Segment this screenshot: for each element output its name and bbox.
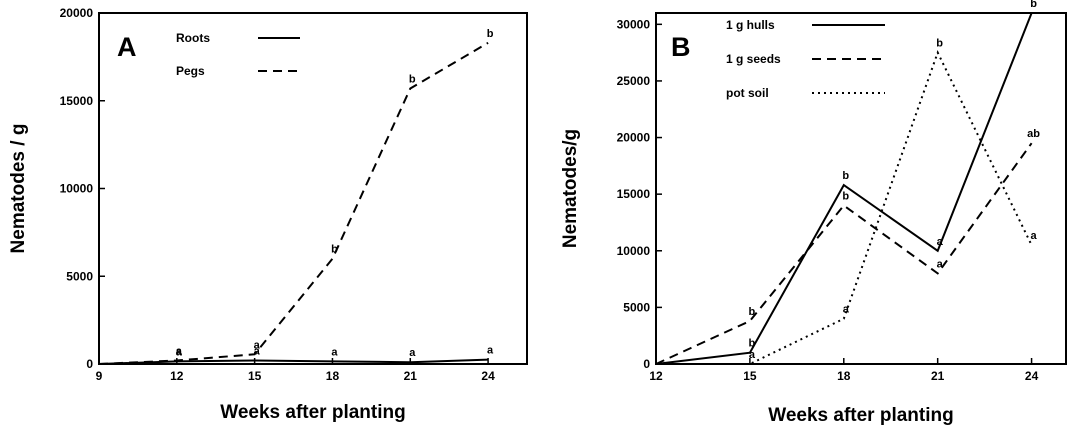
panel-b-y-tick-label: 25000 [617,74,651,88]
panel-b-chart: 12 15 18 21 24 0 5000 10000 15000 20000 25000 30000… [560,0,1067,426]
panel-b-series-1-g-hulls-legend-label: 1 g hulls [726,18,775,32]
panel-b-plot-frame [655,12,1067,365]
panel-a-series-roots-legend-label: Roots [176,31,210,45]
panel-a-y-tick-label: 0 [86,357,93,371]
panel-b-series-pot-soil-data-label: a [749,349,756,361]
panel-b-series-1-g-hulls-data-label: a [937,236,944,248]
panel-b-letter: B [671,32,691,62]
panel-a-chart: 9 12 15 18 21 24 0 5000 10000 15000 20000 Weeks aft… [8,6,528,423]
panel-b-x-tick-label: 15 [743,369,757,383]
panel-a-series-roots-data-label: a [487,345,494,357]
panel-a-x-axis-title: Weeks after planting [220,402,405,423]
panel-a-series-roots-data-label: a [254,345,261,357]
panel-b-y-tick-label: 30000 [617,17,651,31]
panel-b-x-tick-label: 18 [837,369,851,383]
panel-a-plot-frame [98,12,528,365]
panel-b-series-1-g-hulls-data-label: b [1030,0,1037,10]
panel-a-y-tick-label: 20000 [60,6,94,20]
panel-a-series-roots-data-label: a [409,347,416,359]
panel-a-y-tick-label: 15000 [60,94,94,108]
panel-b-series-1-g-seeds-line [655,142,1033,365]
panel-a-y-axis-title: Nematodes / g [8,124,29,254]
panel-b-series-1-g-seeds-legend-label: 1 g seeds [726,52,781,66]
panel-b-series-1-g-seeds-data-label: b [749,306,756,318]
panel-a-x-tick-label: 24 [481,369,495,383]
panel-a-x-tick-label: 18 [326,369,340,383]
panel-a-series-pegs-line [98,41,489,365]
panel-a-series-pegs-legend-label: Pegs [176,64,205,78]
panel-b-series-pot-soil-line [656,50,1033,365]
panel-a-y-tick-label: 10000 [60,182,94,196]
panel-b-series-pot-soil-data-label: b [936,38,943,50]
panel-b-y-tick-label: 5000 [623,300,650,314]
panel-b-series-pot-soil-legend-label: pot soil [726,86,769,100]
panel-a-series-roots-data-label: a [331,346,338,358]
panel-b-series-pot-soil-data-label: a [1031,230,1038,242]
panel-b-x-tick-label: 21 [931,369,945,383]
panel-a-series-roots-data-label: a [176,346,183,358]
panel-a-x-tick-label: 21 [404,369,418,383]
panel-b-series-1-g-seeds-data-label: ab [1027,128,1040,140]
panel-b-x-tick-label: 12 [649,369,663,383]
panel-b-series-1-g-hulls-data-label: b [749,338,756,350]
panel-b-series-1-g-hulls-line [655,12,1033,365]
panel-a-x-tick-label: 9 [96,369,103,383]
panel-a-x-tick-label: 12 [170,369,184,383]
panel-b-y-axis-title: Nematodes/g [560,129,581,248]
panel-b-y-tick-label: 15000 [617,187,651,201]
panel-a-x-tick-label: 15 [248,369,262,383]
panel-a-series-pegs-data-label: b [409,73,416,85]
panel-b-series-pot-soil-data-label: a [843,304,850,316]
panel-b-series-1-g-seeds-data-label: b [842,190,849,202]
panel-a-series-pegs-data-label: b [331,244,338,256]
panel-b-series-1-g-seeds-data-label: a [937,258,944,270]
panel-a-series-pegs-data-label: a [176,345,183,357]
panel-a-y-tick-label: 5000 [66,269,93,283]
panel-b-y-tick-label: 0 [643,357,650,371]
panel-b-y-tick-label: 10000 [617,244,651,258]
panel-b-series-1-g-hulls-data-label: b [842,170,849,182]
panel-b-x-tick-label: 24 [1025,369,1039,383]
panel-b-x-axis-title: Weeks after planting [768,405,953,426]
panel-a-letter: A [117,32,137,62]
panel-a-series-pegs-data-label: b [487,28,494,40]
panel-a-series-pegs-data-label: a [254,339,261,351]
panel-b-y-tick-label: 20000 [617,131,651,145]
